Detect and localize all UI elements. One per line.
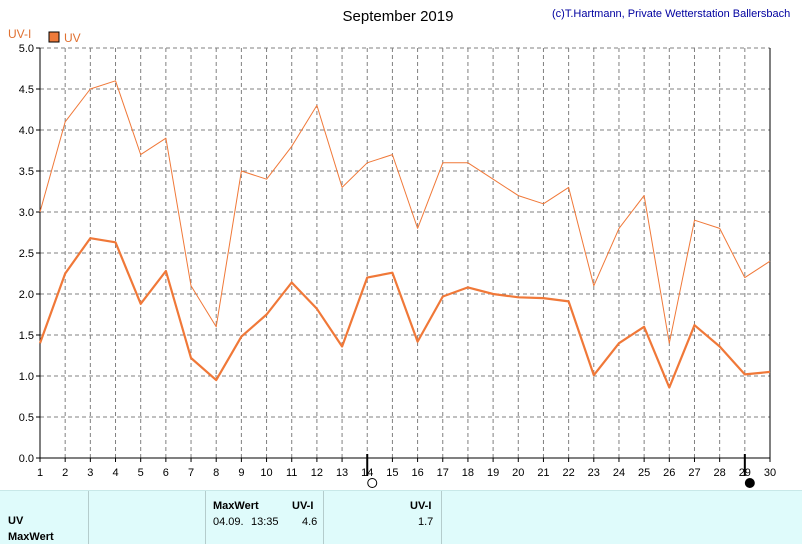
y-tick-label: 1.5 (19, 330, 34, 342)
summary-uvi-column: UV-I 1.7 (324, 491, 442, 544)
y-tick-label: 5.0 (19, 43, 34, 55)
x-tick-label: 30 (764, 467, 776, 479)
x-tick-label: 5 (138, 467, 144, 479)
full-moon-icon (367, 478, 378, 488)
y-tick-label: 0.0 (19, 453, 34, 465)
x-tick-label: 11 (286, 467, 297, 479)
x-tick-label: 6 (163, 467, 169, 479)
x-tick-label: 23 (588, 467, 600, 479)
new-moon-icon (744, 478, 755, 488)
x-tick-label: 2 (62, 467, 68, 479)
summary-max-value: 4.6 (302, 516, 318, 528)
x-tick-label: 10 (260, 467, 272, 479)
summary-table: UV MaxWert MaxWert UV-I 04.09. 13:35 4.6… (0, 490, 802, 544)
summary-row-uv: UV (8, 515, 24, 527)
y-tick-label: 4.0 (19, 125, 34, 137)
y-tick-labels: 0.0 0.5 1.0 1.5 2.0 2.5 3.0 3.5 4.0 4.5 5.0 (19, 43, 40, 465)
x-tick-label: 9 (238, 467, 244, 479)
legend-label-uv: UV (64, 31, 81, 45)
y-tick-label: 4.5 (19, 84, 34, 96)
x-tick-label: 27 (688, 467, 700, 479)
y-tick-label: 2.5 (19, 248, 34, 260)
summary-row-maxwert: MaxWert (8, 531, 54, 543)
y-tick-label: 0.5 (19, 412, 34, 424)
series (38, 80, 771, 389)
y-tick-label: 2.0 (19, 289, 34, 301)
x-tick-label: 19 (487, 467, 499, 479)
uv-chart: September 2019 (c)T.Hartmann, Private We… (8, 8, 790, 488)
summary-uvi-header-2: UV-I (410, 500, 432, 512)
x-tick-label: 7 (188, 467, 194, 479)
y-tick-label: 3.0 (19, 207, 34, 219)
summary-maxwert-header: MaxWert (213, 500, 259, 512)
series-line-thick (38, 237, 771, 389)
summary-uvi-value: 1.7 (418, 516, 434, 528)
x-tick-label: 4 (112, 467, 118, 479)
x-tick-label: 20 (512, 467, 524, 479)
legend-swatch (48, 31, 60, 43)
x-tick-label: 26 (663, 467, 675, 479)
moon-markers (366, 454, 755, 488)
summary-label-column: UV MaxWert (0, 491, 89, 544)
summary-max-time: 13:35 (251, 516, 279, 528)
x-tick-label: 25 (638, 467, 650, 479)
summary-maxwert-column: MaxWert UV-I 04.09. 13:35 4.6 (206, 491, 324, 544)
x-tick-label: 13 (336, 467, 348, 479)
x-tick-label: 1 (37, 467, 43, 479)
x-tick-label: 12 (311, 467, 323, 479)
x-tick-label: 3 (87, 467, 93, 479)
x-tick-label: 15 (386, 467, 398, 479)
x-tick-label: 22 (562, 467, 574, 479)
y-tick-label: 1.0 (19, 371, 34, 383)
x-tick-label: 21 (537, 467, 549, 479)
x-tick-label: 28 (714, 467, 726, 479)
grid (39, 47, 771, 459)
y-axis-label: UV-I (8, 27, 31, 41)
summary-empty-column (89, 491, 206, 544)
copyright-text: (c)T.Hartmann, Private Wetterstation Bal… (552, 8, 790, 20)
x-tick-label: 24 (613, 467, 625, 479)
x-tick-labels: 1234567891011121314151617181920212223242… (37, 458, 776, 479)
summary-max-date: 04.09. (213, 516, 244, 528)
x-tick-label: 16 (411, 467, 423, 479)
x-tick-label: 17 (437, 467, 449, 479)
x-tick-label: 18 (462, 467, 474, 479)
x-tick-label: 8 (213, 467, 219, 479)
series-line-thin (39, 80, 771, 344)
summary-uvi-header: UV-I (292, 500, 314, 512)
y-tick-label: 3.5 (19, 166, 34, 178)
chart-title: September 2019 (343, 8, 454, 25)
